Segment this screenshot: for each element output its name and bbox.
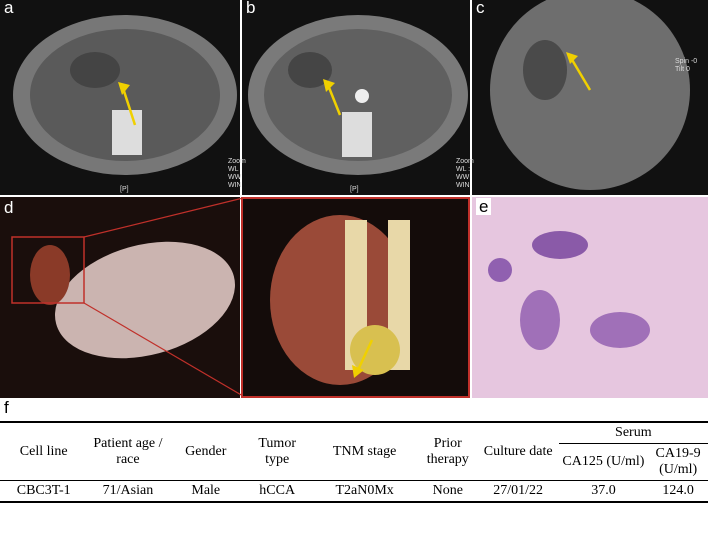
ct-overlay: [P] — [350, 186, 359, 193]
overlay-text: WL : — [456, 166, 471, 173]
ct-overlay: [P] — [120, 186, 129, 193]
arrow — [356, 339, 374, 371]
ct-mass — [523, 40, 567, 100]
ct-spine — [342, 112, 372, 157]
arrow — [121, 87, 137, 126]
gland — [590, 312, 650, 348]
overlay-text: WIN — [456, 182, 470, 189]
zoom-line — [83, 197, 244, 238]
arrow-head — [118, 82, 130, 95]
column-header: Tumor type — [243, 421, 312, 481]
zoom-box — [11, 236, 85, 304]
overlay-text: Zoom — [456, 158, 474, 165]
tissue — [30, 245, 70, 305]
overlay-text: WW — [456, 174, 470, 181]
panel-label: a — [4, 0, 14, 17]
panel-label: c — [476, 0, 485, 17]
histology — [472, 197, 708, 398]
column-header: TNM stage — [311, 421, 418, 481]
overlay-text: WIN — [228, 182, 242, 189]
patient-table: Cell line Patient age / race Gender Tumor t… — [0, 421, 708, 503]
zoom-line — [83, 302, 244, 397]
gland — [520, 290, 560, 350]
arrow — [326, 84, 342, 116]
table-cell: Male — [168, 480, 244, 503]
column-header: Prior therapy — [417, 421, 478, 481]
table-cell: None — [417, 480, 478, 503]
table-cell: T2aN0Mx — [311, 480, 418, 503]
table-cell: CBC3T-1 — [0, 480, 88, 503]
panel-label: f — [4, 398, 9, 417]
tissue-wall — [388, 220, 410, 370]
arrow — [569, 57, 592, 91]
column-header: Culture date — [477, 421, 559, 481]
overlay-text: Tilt 0 — [675, 66, 690, 73]
column-header: CA19-9 (U/ml) — [655, 446, 701, 477]
ct-aorta — [355, 89, 369, 103]
ct-mass — [288, 52, 332, 88]
ct-mass — [70, 52, 120, 88]
table-cell: 71/Asian — [87, 480, 169, 503]
gland — [488, 258, 512, 282]
arrow-head — [323, 79, 335, 92]
figure-panels — [0, 0, 708, 398]
column-header: Patient age / race — [87, 421, 169, 481]
overlay-text: WW — [228, 174, 242, 181]
overlay-text: Zoom — [228, 158, 246, 165]
panel-label: b — [246, 0, 256, 17]
group-header: Serum — [558, 421, 708, 444]
ct-overlay: Zoom WL WW WIN — [228, 158, 246, 190]
ct-overlay: Spin -0 Tilt 0 — [675, 58, 697, 74]
arrow-head — [352, 365, 364, 378]
arrow-head — [566, 52, 578, 64]
gland — [532, 231, 588, 259]
table-row: CBC3T-1 71/Asian Male hCCA T2aN0Mx None 27/01/… — [0, 480, 708, 503]
ct-spine — [112, 110, 142, 155]
panel-label: e — [476, 198, 492, 215]
gallbladder — [55, 241, 235, 359]
panel-label: d — [4, 198, 14, 217]
table-cell: 124.0 — [648, 480, 708, 503]
ct-overlay: Zoom WL : WW WIN — [456, 158, 474, 190]
column-header: Cell line — [0, 421, 88, 481]
column-header: Gender — [168, 421, 244, 481]
column-header: CA125 (U/ml) — [562, 454, 645, 469]
table-cell: 37.0 — [558, 480, 649, 503]
table-cell: hCCA — [243, 480, 312, 503]
table-cell: 27/01/22 — [477, 480, 559, 503]
overlay-text: Spin -0 — [675, 58, 698, 65]
overlay-text: WL — [228, 166, 239, 173]
